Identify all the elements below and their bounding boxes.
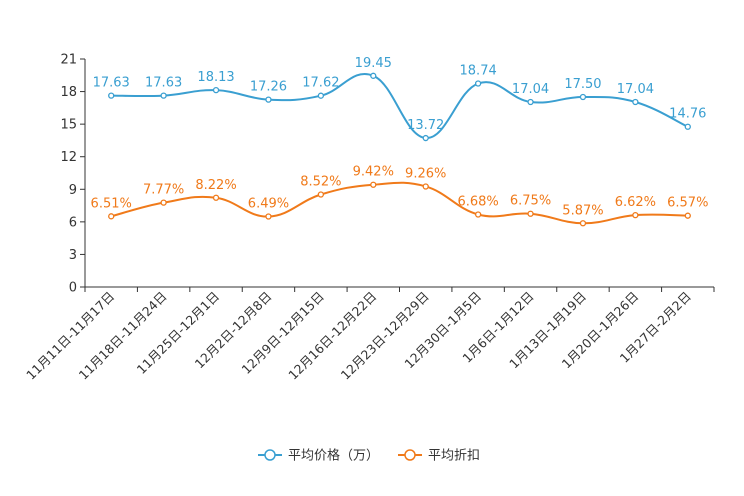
data-point[interactable] [579, 93, 587, 101]
data-label: 18.13 [197, 70, 234, 85]
data-label: 6.49% [248, 197, 289, 212]
x-tick-label: 12月16日-12月22日 [285, 289, 379, 383]
data-point[interactable] [474, 211, 482, 218]
data-point[interactable] [684, 123, 691, 130]
data-point[interactable] [527, 210, 534, 217]
legend-item-2[interactable]: 平均折扣 [398, 449, 480, 464]
data-point[interactable] [317, 191, 325, 198]
series-layer: 17.63 17.63 18.13 17.26 17.62 19.45 13.72 18.74… [91, 56, 708, 227]
data-label: 14.76 [669, 107, 706, 122]
data-label: 17.62 [302, 76, 339, 91]
data-point[interactable] [265, 213, 272, 220]
data-label: 8.22% [195, 178, 236, 193]
data-label: 13.72 [407, 118, 444, 133]
series-1: 17.63 17.63 18.13 17.26 17.62 19.45 13.72 18.74… [93, 56, 706, 142]
data-point[interactable] [212, 87, 220, 94]
data-point[interactable] [370, 72, 377, 79]
data-point[interactable] [265, 96, 272, 103]
data-point[interactable] [108, 213, 115, 220]
x-tick-label: 11月11日-11月17日 [23, 289, 117, 383]
legend[interactable]: 平均价格（万） 平均折扣 [258, 448, 480, 464]
data-label: 6.57% [667, 196, 708, 211]
data-label: 5.87% [562, 203, 603, 218]
data-label: 7.77% [143, 183, 184, 198]
data-point[interactable] [160, 92, 167, 99]
legend-label: 平均价格（万） [288, 448, 379, 464]
data-point[interactable] [527, 98, 534, 106]
data-point[interactable] [160, 199, 167, 206]
data-label: 17.50 [564, 77, 601, 92]
series-line [110, 181, 688, 225]
data-label: 6.62% [615, 195, 656, 210]
series-2: 6.51% 7.77% 8.22% 6.49% 8.52% 9.42% 9.26% 6.68%… [91, 165, 708, 227]
x-tick-label: 11月18日-11月24日 [76, 289, 170, 383]
legend-marker-icon [264, 449, 276, 461]
legend-label: 平均折扣 [428, 449, 480, 464]
data-label: 17.63 [93, 76, 130, 91]
y-tick-label: 0 [69, 281, 77, 296]
y-tick-label: 12 [60, 150, 77, 165]
data-label: 6.75% [510, 194, 551, 209]
data-point[interactable] [422, 183, 429, 190]
data-point[interactable] [579, 220, 587, 227]
data-point[interactable] [108, 92, 115, 99]
y-tick-label: 3 [69, 248, 77, 263]
legend-item-1[interactable]: 平均价格（万） [258, 448, 379, 464]
legend-marker-icon [404, 449, 416, 461]
data-point[interactable] [422, 134, 429, 142]
data-label: 18.74 [460, 64, 497, 79]
data-point[interactable] [474, 80, 482, 87]
data-label: 19.45 [355, 56, 392, 71]
data-label: 8.52% [300, 174, 341, 189]
data-point[interactable] [317, 92, 325, 99]
y-tick-label: 18 [60, 85, 77, 100]
data-label: 17.63 [145, 76, 182, 91]
data-point[interactable] [370, 181, 377, 188]
x-tick-label: 12月23日-12月29日 [338, 289, 432, 383]
data-point[interactable] [632, 211, 639, 219]
data-label: 6.51% [91, 196, 132, 211]
data-label: 9.26% [405, 166, 446, 181]
data-label: 17.26 [250, 80, 287, 95]
y-tick-label: 21 [60, 53, 77, 68]
data-label: 17.04 [512, 82, 549, 97]
data-point[interactable] [632, 98, 639, 106]
data-point[interactable] [212, 194, 220, 201]
data-label: 6.68% [457, 194, 498, 209]
data-point[interactable] [684, 212, 691, 219]
y-tick-label: 6 [69, 215, 77, 230]
axes: 03691215182111月11日-11月17日11月18日-11月24日11… [23, 53, 715, 383]
data-label: 17.04 [617, 82, 654, 97]
y-tick-label: 15 [60, 118, 77, 133]
data-label: 9.42% [353, 165, 394, 180]
y-tick-label: 9 [69, 183, 77, 198]
